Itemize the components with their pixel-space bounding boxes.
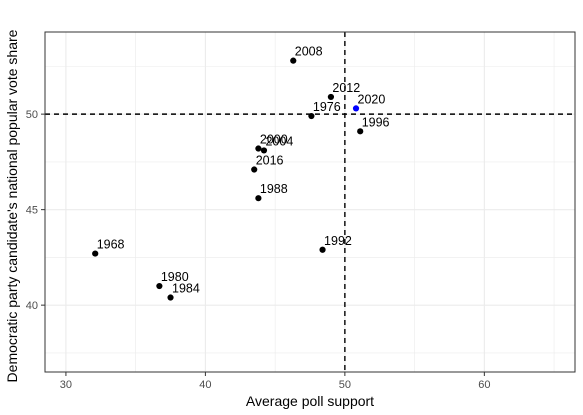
axis-ticks: 30 40 50 60 40 45 50 <box>26 109 491 391</box>
data-point-1988 <box>255 195 262 202</box>
data-point-1968 <box>92 250 99 257</box>
point-label-1996: 1996 <box>362 115 390 129</box>
data-points <box>92 57 364 301</box>
data-point-2020 <box>352 105 360 112</box>
x-tick-label: 40 <box>199 379 211 391</box>
data-point-1992 <box>319 246 326 253</box>
y-tick-label: 50 <box>26 109 38 121</box>
point-label-1980: 1980 <box>161 270 189 284</box>
point-label-1968: 1968 <box>97 238 125 252</box>
point-label-2008: 2008 <box>295 45 323 59</box>
point-label-1984: 1984 <box>172 282 200 296</box>
data-point-1980 <box>156 282 163 290</box>
x-tick-label: 50 <box>339 379 351 391</box>
data-point-2012 <box>327 93 335 101</box>
x-axis-title: Average poll support <box>246 393 374 409</box>
reference-lines <box>45 32 575 372</box>
y-tick-label: 45 <box>26 205 38 217</box>
point-label-1976: 1976 <box>313 100 341 114</box>
data-point-1984 <box>167 294 174 301</box>
point-label-1988: 1988 <box>260 182 288 196</box>
data-point-2008 <box>290 57 297 64</box>
x-tick-label: 60 <box>478 379 490 391</box>
point-label-2020: 2020 <box>358 92 386 106</box>
x-tick-label: 30 <box>60 379 72 391</box>
y-tick-label: 40 <box>26 300 38 312</box>
point-label-2012: 2012 <box>332 81 360 95</box>
data-point-2000 <box>255 145 262 152</box>
point-label-2004: 2004 <box>265 134 293 148</box>
panel-border <box>44 31 576 373</box>
data-point-2004 <box>260 147 268 154</box>
data-point-1976 <box>308 112 315 120</box>
point-label-2016: 2016 <box>256 154 284 168</box>
data-point-2016 <box>251 166 258 173</box>
point-label-2000: 2000 <box>260 133 288 147</box>
data-point-1996 <box>357 128 364 135</box>
grid-layer <box>45 32 575 372</box>
y-axis-title: Democratic party candidate's national po… <box>4 29 20 382</box>
point-label-1992: 1992 <box>324 234 352 248</box>
